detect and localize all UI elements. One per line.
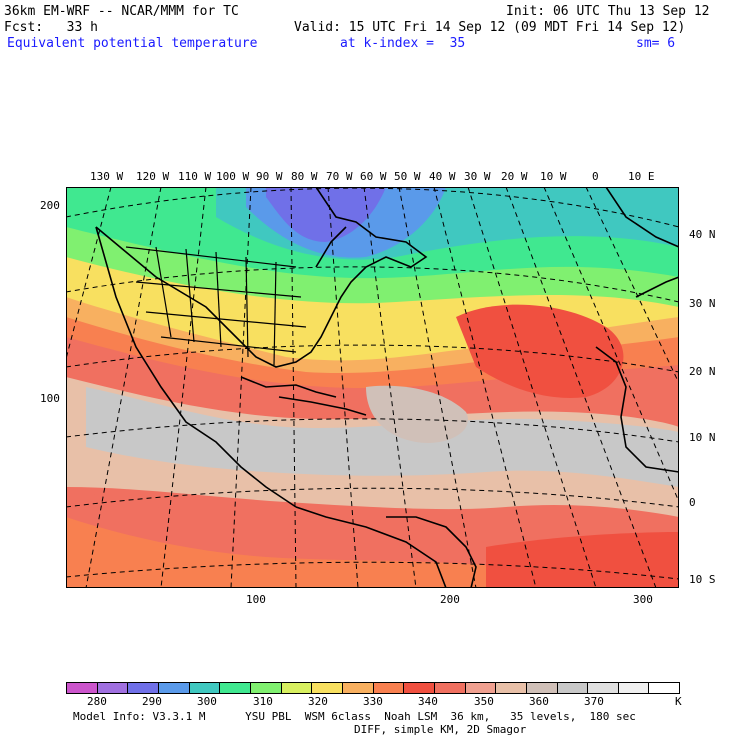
valid-time: Valid: 15 UTC Fri 14 Sep 12 (09 MDT Fri … xyxy=(294,20,686,35)
colorbar-label: 310 xyxy=(253,695,273,708)
colorbar-swatch xyxy=(649,683,680,693)
lon-label: 30 W xyxy=(464,170,491,183)
lon-label: 120 W xyxy=(136,170,170,183)
colorbar-swatch xyxy=(526,683,558,693)
lon-label: 60 W xyxy=(360,170,387,183)
grid-x-label: 100 xyxy=(246,593,266,606)
grid-x-label: 300 xyxy=(633,593,653,606)
lon-label: 10 W xyxy=(540,170,567,183)
lat-label: 20 N xyxy=(689,365,716,378)
lon-label: 130 W xyxy=(90,170,124,183)
colorbar-swatch xyxy=(189,683,221,693)
smoothing: sm= 6 xyxy=(636,36,676,51)
colorbar-swatch xyxy=(618,683,650,693)
grid-x-label: 200 xyxy=(440,593,460,606)
colorbar-label: 340 xyxy=(418,695,438,708)
colorbar-swatch xyxy=(588,683,619,693)
colorbar-label: 290 xyxy=(142,695,162,708)
k-index: at k-index = 35 xyxy=(340,36,466,51)
colorbar-swatch xyxy=(128,683,159,693)
model-physics: DIFF, simple KM, 2D Smagor xyxy=(354,723,527,736)
lat-label: 10 S xyxy=(689,573,716,586)
grid-y-label: 200 xyxy=(40,199,60,212)
colorbar-label: 360 xyxy=(529,695,549,708)
colorbar-swatch xyxy=(220,683,251,693)
forecast-hour: Fcst: 33 h xyxy=(4,20,98,35)
lat-label: 10 N xyxy=(689,431,716,444)
lon-label: 0 xyxy=(592,170,599,183)
lon-label: 110 W xyxy=(178,170,212,183)
lon-label: 10 E xyxy=(628,170,655,183)
lat-label: 0 xyxy=(689,496,696,509)
lon-label: 100 W xyxy=(216,170,250,183)
colorbar-swatch xyxy=(97,683,129,693)
lon-label: 90 W xyxy=(256,170,283,183)
colorbar-label: 330 xyxy=(363,695,383,708)
lon-label: 50 W xyxy=(394,170,421,183)
colorbar-swatch xyxy=(496,683,527,693)
model-title: 36km EM-WRF -- NCAR/MMM for TC xyxy=(4,4,239,19)
lat-label: 40 N xyxy=(689,228,716,241)
colorbar-swatch xyxy=(281,683,313,693)
init-time: Init: 06 UTC Thu 13 Sep 12 xyxy=(506,4,710,19)
lon-label: 20 W xyxy=(501,170,528,183)
colorbar-swatch xyxy=(465,683,497,693)
model-info: Model Info: V3.3.1 M YSU PBL WSM 6class … xyxy=(73,710,636,723)
colorbar-label: 300 xyxy=(197,695,217,708)
colorbar-swatch xyxy=(158,683,190,693)
colorbar-unit: K xyxy=(675,695,682,708)
colorbar-swatch xyxy=(557,683,589,693)
colorbar-swatch xyxy=(250,683,282,693)
colorbar-label: 370 xyxy=(584,695,604,708)
colorbar-label: 320 xyxy=(308,695,328,708)
lon-label: 80 W xyxy=(291,170,318,183)
colorbar-swatch xyxy=(434,683,466,693)
field-name: Equivalent potential temperature xyxy=(7,36,258,51)
lat-label: 30 N xyxy=(689,297,716,310)
colorbar-swatch xyxy=(342,683,374,693)
lon-label: 40 W xyxy=(429,170,456,183)
color-scale-bar xyxy=(66,682,680,694)
colorbar-swatch xyxy=(67,683,98,693)
lon-label: 70 W xyxy=(326,170,353,183)
colorbar-label: 350 xyxy=(474,695,494,708)
colorbar-swatch xyxy=(404,683,435,693)
theta-e-map xyxy=(66,187,679,588)
colorbar-label: 280 xyxy=(87,695,107,708)
grid-y-label: 100 xyxy=(40,392,60,405)
colorbar-swatch xyxy=(373,683,405,693)
colorbar-swatch xyxy=(312,683,343,693)
